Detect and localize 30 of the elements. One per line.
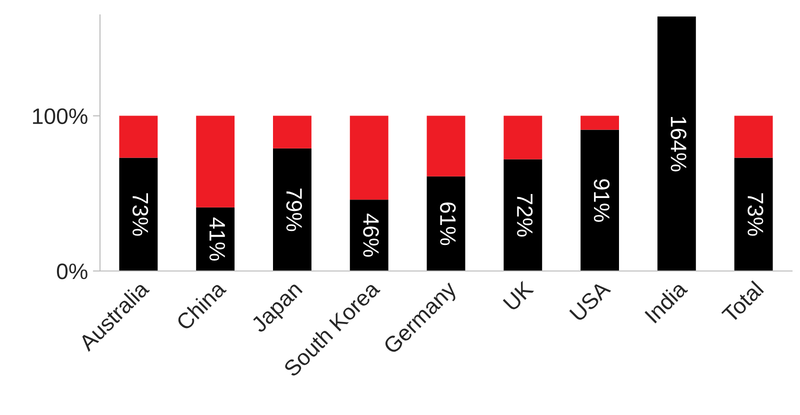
data-label: 91% [594,179,610,222]
data-label: 164% [670,117,686,172]
bar [119,116,158,158]
data-label: 46% [363,214,379,257]
x-tick-label: UK [502,280,534,312]
bar [196,116,235,208]
y-tick-label: 100% [33,108,88,124]
bar [504,116,542,160]
bar [273,116,312,148]
bar [734,116,773,158]
data-label: 41% [209,217,226,261]
y-tick-label: 0% [56,264,88,280]
bar [273,148,312,271]
x-tick-label: USA [569,280,612,322]
data-label: 72% [517,194,533,237]
bar [426,176,466,271]
bar [580,130,619,271]
bar [119,158,158,271]
bar [580,116,619,130]
bar [734,158,773,271]
bar [350,200,388,271]
data-label: 61% [440,202,456,246]
data-label: 73% [748,193,764,236]
data-label: 79% [286,188,302,232]
data-label: 73% [132,193,148,236]
bar [196,207,235,271]
bar [350,116,388,200]
bar [504,159,542,271]
bar [657,16,696,271]
bar [426,116,466,176]
